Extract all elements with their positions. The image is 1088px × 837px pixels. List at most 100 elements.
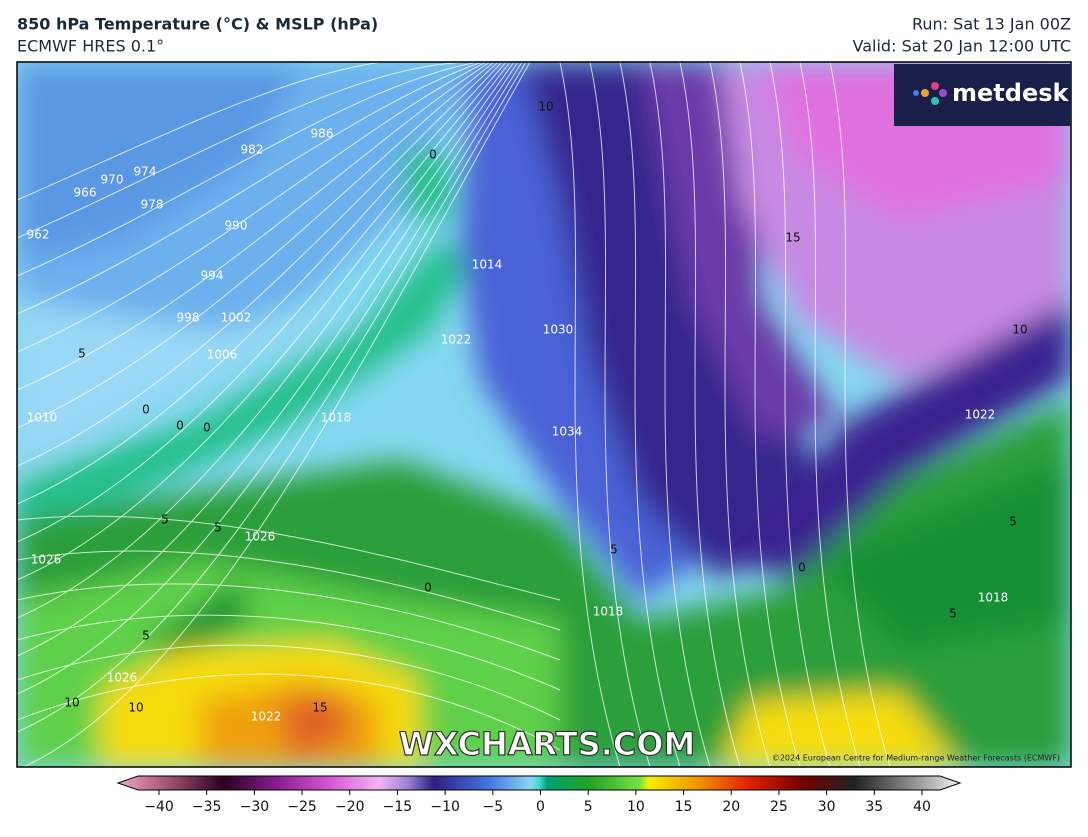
watermark: WXCHARTS.COM bbox=[399, 725, 696, 763]
isobar bbox=[17, 62, 499, 467]
isobar bbox=[17, 515, 561, 601]
temperature-label: 0 bbox=[798, 561, 806, 575]
temperature-band bbox=[720, 690, 960, 767]
isobar-label: 1022 bbox=[441, 333, 472, 347]
isobar-label: 1010 bbox=[27, 411, 58, 425]
isobar-label: 1018 bbox=[321, 411, 352, 425]
title: 850 hPa Temperature (°C) & MSLP (hPa) bbox=[17, 15, 378, 34]
isobars bbox=[17, 62, 891, 767]
temperature-label: 10 bbox=[1012, 323, 1027, 337]
model: ECMWF HRES 0.1° bbox=[17, 37, 164, 56]
temperature-band bbox=[17, 240, 470, 520]
isobar bbox=[17, 62, 503, 505]
isobar bbox=[17, 62, 475, 239]
isobar-label: 1026 bbox=[107, 671, 138, 685]
isobar bbox=[17, 62, 527, 733]
isobar bbox=[17, 62, 495, 429]
isobar-label: 1006 bbox=[207, 348, 238, 362]
isobar-label: 1026 bbox=[31, 553, 62, 567]
colorbar-scale bbox=[116, 775, 962, 791]
isobar-label: 1030 bbox=[543, 323, 574, 337]
isobar-label: 1014 bbox=[472, 258, 503, 272]
temperature-label: 15 bbox=[312, 701, 327, 715]
temperature-band bbox=[400, 150, 450, 220]
temperature-label: 5 bbox=[142, 629, 150, 643]
temperature-label: 0 bbox=[424, 581, 432, 595]
temperature-band bbox=[820, 460, 1071, 650]
isobar bbox=[17, 673, 561, 751]
temperature-label: 0 bbox=[429, 148, 437, 162]
colorbar-tick-label: 10 bbox=[627, 799, 645, 815]
valid-time: Valid: Sat 20 Jan 12:00 UTC bbox=[853, 37, 1071, 56]
colorbar-tick-label: −40 bbox=[144, 799, 174, 815]
logo-text: metdesk bbox=[952, 79, 1070, 107]
map: 962 966 970 974 978 982 986 990 994 998 1002 1006 10… bbox=[17, 62, 1071, 767]
isobar bbox=[17, 62, 511, 581]
isobar bbox=[17, 62, 523, 695]
isobar bbox=[739, 62, 801, 767]
colorbar-tick-label: −25 bbox=[287, 799, 317, 815]
isobar-label: 978 bbox=[141, 198, 164, 212]
temperature-band bbox=[150, 580, 250, 660]
isobar-label: 982 bbox=[241, 143, 264, 157]
isobar-label: 962 bbox=[27, 228, 50, 242]
temperature-label: 5 bbox=[161, 513, 169, 527]
logo-icon bbox=[913, 82, 947, 105]
isobar bbox=[17, 583, 561, 661]
isobar bbox=[769, 62, 831, 767]
temperature-band bbox=[640, 62, 840, 440]
temperature-label: 5 bbox=[1009, 515, 1017, 529]
isobar bbox=[589, 62, 651, 767]
isobar bbox=[17, 62, 483, 315]
temperature-band bbox=[17, 62, 300, 260]
isobar bbox=[17, 62, 487, 353]
isobar bbox=[17, 62, 491, 391]
temperature-band bbox=[280, 690, 350, 760]
isobar-label: 1002 bbox=[221, 311, 252, 325]
isobar-label: 970 bbox=[101, 173, 124, 187]
isobar-label: 986 bbox=[311, 127, 334, 141]
isobar bbox=[679, 62, 741, 767]
colorbar-tick-label: 20 bbox=[722, 799, 740, 815]
isobar bbox=[17, 62, 507, 543]
colorbar-ticks: −40 −35 −30 −25 −20 −15 −10 −5 0 5 10 15 20 25 30 35 40 bbox=[144, 790, 931, 815]
temperature-label: 5 bbox=[214, 521, 222, 535]
isobar bbox=[17, 62, 519, 657]
isobar-label: 1022 bbox=[965, 408, 996, 422]
temperature-label: 15 bbox=[785, 231, 800, 245]
colorbar-tick-label: 30 bbox=[818, 799, 836, 815]
isobar bbox=[17, 62, 515, 619]
isobar bbox=[17, 550, 561, 631]
isobar-label: 994 bbox=[201, 269, 224, 283]
colorbar-tick-label: −20 bbox=[335, 799, 365, 815]
isobar bbox=[829, 62, 891, 767]
run-time: Run: Sat 13 Jan 00Z bbox=[912, 15, 1071, 34]
isobar-label: 1022 bbox=[251, 710, 282, 724]
colorbar-tick-label: 35 bbox=[865, 799, 883, 815]
temperature-label: 0 bbox=[203, 421, 211, 435]
colorbar-tick-label: −5 bbox=[482, 799, 503, 815]
isobar bbox=[709, 62, 771, 767]
colorbar-tick-label: −35 bbox=[192, 799, 222, 815]
isobar-label: 998 bbox=[177, 311, 200, 325]
temperature-label: 10 bbox=[538, 100, 553, 114]
colorbar-tick-label: −30 bbox=[240, 799, 270, 815]
colorbar-tick-label: −10 bbox=[430, 799, 460, 815]
isobar bbox=[17, 62, 479, 277]
isobar bbox=[619, 62, 681, 767]
isobar bbox=[22, 62, 531, 767]
map-frame bbox=[16, 61, 1072, 768]
temperature-label: 5 bbox=[610, 543, 618, 557]
temperature-label: 10 bbox=[128, 701, 143, 715]
colorbar-tick-label: 40 bbox=[913, 799, 931, 815]
isobar-label: 990 bbox=[225, 219, 248, 233]
temperature-label: 0 bbox=[142, 403, 150, 417]
contour-labels: 962 966 970 974 978 982 986 990 994 998 1002 1006 10… bbox=[27, 100, 1028, 724]
isobar bbox=[17, 62, 470, 201]
colorbar-tick-label: 15 bbox=[675, 799, 693, 815]
temperature-band bbox=[17, 300, 360, 470]
isobar-label: 1034 bbox=[552, 425, 583, 439]
temperature-label: 0 bbox=[176, 419, 184, 433]
temperature-band bbox=[720, 300, 1071, 580]
